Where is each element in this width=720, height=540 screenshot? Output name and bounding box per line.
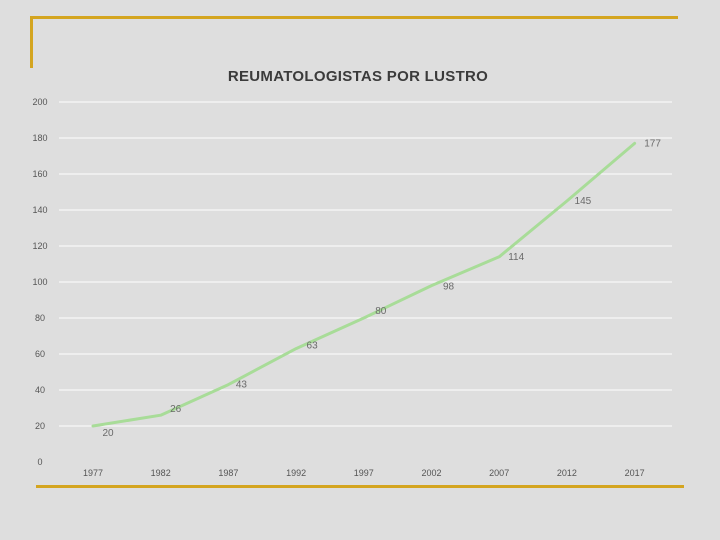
y-tick-label: 60 xyxy=(35,349,45,359)
x-tick-label: 2012 xyxy=(557,468,577,478)
x-tick-label: 2017 xyxy=(625,468,645,478)
y-tick-label: 80 xyxy=(35,313,45,323)
x-tick-label: 1987 xyxy=(218,468,238,478)
data-label: 43 xyxy=(236,380,248,391)
y-tick-label: 20 xyxy=(35,421,45,431)
y-tick-label: 200 xyxy=(32,97,47,107)
data-label: 114 xyxy=(508,252,524,263)
data-label: 26 xyxy=(170,404,182,415)
data-labels: 20 26 43 63 80 98 114 145 177 xyxy=(102,138,661,439)
data-label: 98 xyxy=(443,282,455,293)
y-tick-label: 160 xyxy=(32,169,47,179)
x-tick-label: 1992 xyxy=(286,468,306,478)
y-axis-ticks: 0 20 40 60 80 100 120 140 160 180 200 xyxy=(32,97,47,467)
x-tick-label: 2007 xyxy=(489,468,509,478)
x-tick-label: 2002 xyxy=(421,468,441,478)
x-tick-label: 1997 xyxy=(354,468,374,478)
data-label: 177 xyxy=(644,138,661,149)
data-label: 63 xyxy=(307,341,319,352)
x-tick-label: 1977 xyxy=(83,468,103,478)
frame-top-border xyxy=(30,16,678,19)
chart-title: REUMATOLOGISTAS POR LUSTRO xyxy=(227,68,489,85)
frame-bottom-border xyxy=(36,485,684,488)
series xyxy=(91,141,637,428)
y-tick-label: 40 xyxy=(35,385,45,395)
y-tick-label: 140 xyxy=(32,205,47,215)
data-label: 80 xyxy=(375,306,387,317)
frame-left-border xyxy=(30,16,33,68)
x-tick-label: 1982 xyxy=(151,468,171,478)
y-tick-label: 180 xyxy=(32,133,47,143)
y-tick-label: 120 xyxy=(32,241,47,251)
y-tick-label: 0 xyxy=(37,457,42,467)
series-line xyxy=(91,141,637,428)
y-tick-label: 100 xyxy=(32,277,47,287)
data-label: 20 xyxy=(102,428,114,439)
gridlines xyxy=(59,101,672,427)
x-axis-ticks: 1977 1982 1987 1992 1997 2002 2007 2012 2017 xyxy=(83,468,645,478)
data-label: 145 xyxy=(575,196,592,207)
